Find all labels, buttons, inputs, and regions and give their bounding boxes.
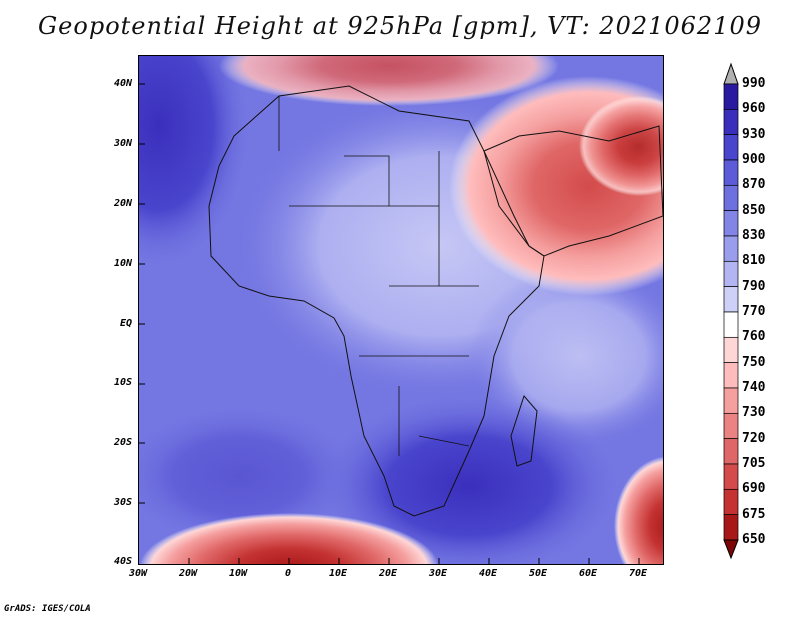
colorbar-box bbox=[723, 134, 739, 161]
colorbar-top-arrow bbox=[723, 62, 739, 85]
colorbar-label: 960 bbox=[742, 101, 766, 117]
colorbar-box bbox=[723, 438, 739, 465]
lat-label-20n: 20N bbox=[113, 198, 132, 209]
lon-label-70e: 70E bbox=[628, 568, 648, 579]
colorbar-box bbox=[723, 412, 739, 440]
lat-label-20s: 20S bbox=[113, 437, 132, 448]
lon-label-30w: 30W bbox=[128, 568, 148, 579]
arabia-coastline bbox=[483, 125, 663, 257]
lat-label-40n: 40N bbox=[113, 78, 132, 89]
lon-label-40e: 40E bbox=[478, 568, 498, 579]
lat-label-10s: 10S bbox=[113, 377, 132, 388]
colorbar-label: 810 bbox=[742, 253, 766, 269]
lat-label-10n: 10N bbox=[113, 258, 132, 269]
lat-label-30s: 30S bbox=[113, 497, 132, 508]
colorbar-label: 690 bbox=[742, 481, 766, 497]
colorbar-box bbox=[723, 260, 739, 288]
colorbar-box bbox=[723, 108, 739, 136]
axis-ticks bbox=[139, 83, 640, 564]
lon-label-30e: 30E bbox=[428, 568, 448, 579]
colorbar-label: 750 bbox=[742, 354, 766, 370]
colorbar-label: 790 bbox=[742, 278, 766, 294]
colorbar-boxes bbox=[723, 83, 739, 541]
colorbar bbox=[723, 62, 739, 560]
lat-label-40s: 40S bbox=[113, 556, 132, 567]
map-title: Geopotential Height at 925hPa [gpm], VT:… bbox=[38, 12, 762, 40]
colorbar-label: 770 bbox=[742, 304, 766, 319]
lon-label-20e: 20E bbox=[378, 568, 398, 579]
colorbar-label: 930 bbox=[742, 126, 766, 142]
country-borders bbox=[278, 96, 479, 456]
lon-label-60e: 60E bbox=[578, 568, 598, 579]
lon-label-0: 0 bbox=[284, 568, 292, 579]
grads-credit: GrADS: IGES/COLA bbox=[4, 604, 91, 614]
colorbar-box bbox=[723, 362, 739, 389]
colorbar-box bbox=[723, 210, 739, 237]
colorbar-box bbox=[723, 83, 739, 110]
colorbar-box bbox=[723, 387, 739, 414]
colorbar-box bbox=[723, 311, 739, 338]
colorbar-label: 720 bbox=[742, 430, 766, 446]
colorbar-label: 730 bbox=[742, 405, 766, 421]
madagascar-coastline bbox=[510, 395, 538, 467]
colorbar-label: 675 bbox=[742, 506, 766, 522]
map-plot-area bbox=[138, 55, 664, 565]
lat-label-30n: 30N bbox=[113, 138, 132, 149]
colorbar-box bbox=[723, 514, 739, 541]
colorbar-box bbox=[723, 286, 739, 313]
africa-coastline bbox=[208, 85, 545, 517]
lon-label-20w: 20W bbox=[178, 568, 198, 579]
lon-label-50e: 50E bbox=[528, 568, 548, 579]
colorbar-label: 740 bbox=[742, 380, 766, 395]
colorbar-label: 900 bbox=[742, 152, 766, 167]
colorbar-label: 705 bbox=[742, 456, 766, 471]
colorbar-bottom-arrow bbox=[723, 539, 739, 560]
lat-label-eq: EQ bbox=[119, 318, 132, 329]
colorbar-box bbox=[723, 488, 739, 516]
colorbar-label: 760 bbox=[742, 329, 766, 345]
colorbar-box bbox=[723, 159, 739, 186]
colorbar-label: 830 bbox=[742, 228, 766, 243]
lon-label-10w: 10W bbox=[228, 568, 248, 579]
colorbar-label: 650 bbox=[742, 532, 766, 547]
colorbar-box bbox=[723, 336, 739, 364]
colorbar-box bbox=[723, 184, 739, 212]
geopotential-field bbox=[139, 56, 663, 564]
colorbar-box bbox=[723, 463, 739, 490]
colorbar-label: 870 bbox=[742, 177, 766, 193]
colorbar-box bbox=[723, 235, 739, 262]
colorbar-label: 990 bbox=[742, 76, 766, 91]
colorbar-label: 850 bbox=[742, 202, 766, 218]
lon-label-10e: 10E bbox=[328, 568, 348, 579]
